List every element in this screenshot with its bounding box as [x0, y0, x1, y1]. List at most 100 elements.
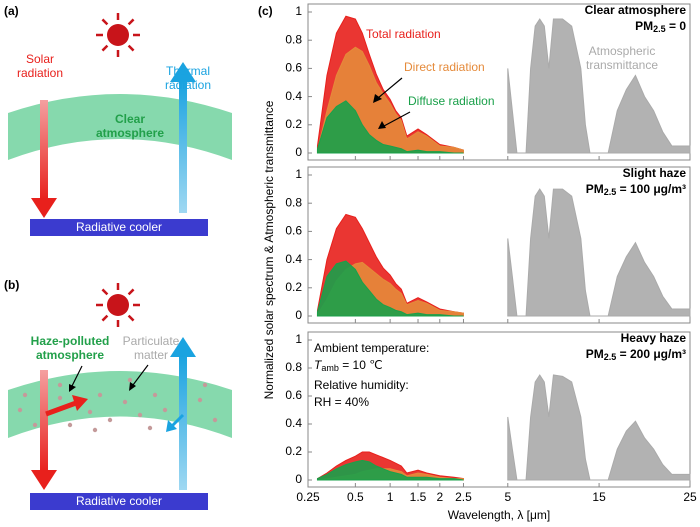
- pointer: [71, 365, 83, 387]
- y-tick-label: 0.4: [285, 89, 302, 103]
- y-tick-label: 1: [295, 167, 302, 181]
- atmosphere-label: Haze-polluted atmosphere: [30, 334, 110, 362]
- y-tick-label: 0.2: [285, 280, 302, 294]
- y-tick-label: 0: [295, 472, 302, 486]
- particle: [17, 407, 23, 413]
- sun-ray: [127, 288, 135, 296]
- x-tick-label: 2.5: [455, 490, 472, 504]
- y-tick-label: 0.8: [285, 195, 302, 209]
- particle: [147, 425, 153, 431]
- pointer: [383, 111, 411, 127]
- atmosphere-band: [8, 94, 232, 160]
- cooler: [30, 493, 208, 510]
- particle: [197, 397, 203, 403]
- solar-arrow-head: [31, 198, 57, 218]
- pointer-head: [378, 121, 386, 129]
- thermal-arrow-head: [170, 337, 196, 357]
- pointer-head: [129, 382, 136, 391]
- pm-part: 2.5: [653, 24, 666, 34]
- cooler-label: Radiative cooler: [75, 494, 163, 508]
- sun-ray: [101, 288, 109, 296]
- y-tick-label: 0.6: [285, 224, 302, 238]
- y-tick-label: 0.8: [285, 32, 302, 46]
- y-tick-label: 0.8: [285, 360, 302, 374]
- solar-arrow-head: [31, 470, 57, 490]
- particle: [22, 392, 28, 398]
- panel-frame: [307, 331, 691, 488]
- pm-part: = 100 μg/m³: [616, 182, 686, 196]
- sun-ray: [127, 44, 135, 52]
- thermal-arrow: [179, 80, 187, 213]
- pm-part: 2.5: [604, 352, 617, 362]
- pm-part: = 0: [666, 19, 687, 33]
- scattered-thermal-arrow: [170, 413, 185, 428]
- note: Relative humidity:: [314, 378, 409, 392]
- panel-title: Heavy haze: [621, 331, 687, 345]
- y-tick-label: 0.6: [285, 61, 302, 75]
- cooler: [30, 219, 208, 236]
- sun-ray: [101, 18, 109, 26]
- x-tick-label: 0.5: [347, 490, 364, 504]
- y-tick-label: 0: [295, 145, 302, 159]
- particle: [87, 409, 93, 415]
- spectrum-area: [316, 260, 464, 317]
- spectrum-area: [507, 18, 691, 154]
- sun-ray: [127, 18, 135, 26]
- sun-ray: [101, 44, 109, 52]
- spectrum-area: [507, 374, 691, 481]
- x-axis-label: Wavelength, λ [μm]: [448, 508, 551, 522]
- panel-pm: PM2.5 = 200 μg/m³: [586, 347, 686, 362]
- panel-pm: PM2.5 = 100 μg/m³: [586, 182, 686, 197]
- x-tick-label: 1: [387, 490, 394, 504]
- thermal-arrow-head: [170, 62, 196, 82]
- particle: [212, 417, 218, 423]
- legend-total: Total radiation: [366, 27, 441, 41]
- note-part: T: [314, 358, 323, 372]
- spectrum-area: [507, 188, 691, 317]
- pointer-head: [69, 384, 76, 392]
- spectrum-area: [316, 459, 464, 481]
- pm-part: = 200 μg/m³: [616, 347, 686, 361]
- particle: [127, 377, 133, 383]
- x-tick-label: 0.25: [296, 490, 320, 504]
- note: RH = 40%: [314, 395, 369, 409]
- pointer: [377, 77, 403, 99]
- pm-part: 2.5: [604, 187, 617, 197]
- sun: [107, 24, 129, 46]
- cooler-label: Radiative cooler: [75, 220, 163, 234]
- x-tick-label: 25: [683, 490, 697, 504]
- particle: [122, 399, 128, 405]
- pointer: [132, 364, 149, 386]
- solar-arrow: [40, 100, 48, 200]
- thermal-label: Thermal radiation: [164, 64, 212, 92]
- particle: [97, 392, 103, 398]
- y-tick-label: 0.6: [285, 388, 302, 402]
- legend-direct: Direct radiation: [404, 60, 485, 74]
- solar-label: Solar radiation: [16, 52, 64, 80]
- particle: [202, 382, 208, 388]
- note: Ambient temperature:: [314, 341, 429, 355]
- y-tick-label: 0.4: [285, 416, 302, 430]
- y-tick-label: 1: [295, 4, 302, 18]
- panel-title: Slight haze: [623, 166, 687, 180]
- particle: [137, 412, 143, 418]
- panel-title: Clear atmosphere: [585, 3, 687, 17]
- particle: [92, 427, 98, 433]
- pm-part: PM: [586, 182, 604, 196]
- spectrum-area: [316, 100, 464, 154]
- pm-part: PM: [586, 347, 604, 361]
- particle: [162, 407, 168, 413]
- panel-label: (a): [4, 4, 19, 18]
- legend-transmittance: Atmospheric transmittance: [585, 44, 659, 72]
- y-tick-label: 0.2: [285, 444, 302, 458]
- pm-part: PM: [635, 19, 653, 33]
- panel-label: (c): [258, 4, 273, 18]
- particle: [32, 422, 38, 428]
- atmosphere-label: Clear atmosphere: [95, 112, 165, 140]
- solar-arrow: [40, 370, 48, 472]
- thermal-arrow: [179, 355, 187, 490]
- y-tick-label: 0.4: [285, 252, 302, 266]
- sun: [107, 294, 129, 316]
- note-part: amb: [321, 363, 339, 373]
